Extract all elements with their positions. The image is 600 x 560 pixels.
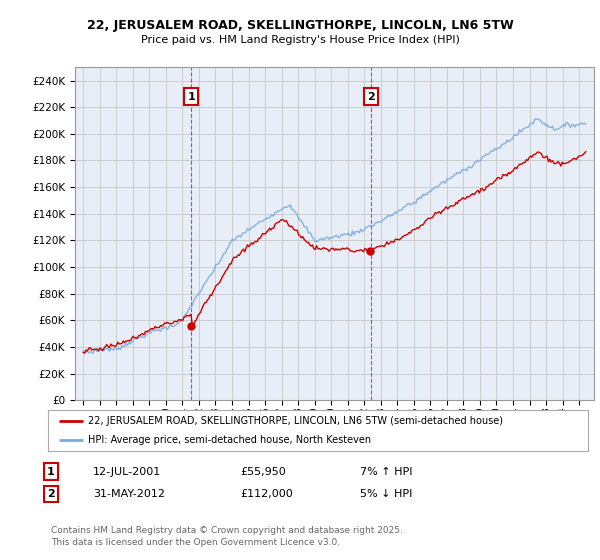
Text: 7% ↑ HPI: 7% ↑ HPI xyxy=(360,466,413,477)
Text: £55,950: £55,950 xyxy=(240,466,286,477)
Text: HPI: Average price, semi-detached house, North Kesteven: HPI: Average price, semi-detached house,… xyxy=(89,435,371,445)
Text: 1: 1 xyxy=(187,91,195,101)
Text: Price paid vs. HM Land Registry's House Price Index (HPI): Price paid vs. HM Land Registry's House … xyxy=(140,35,460,45)
Text: Contains HM Land Registry data © Crown copyright and database right 2025.
This d: Contains HM Land Registry data © Crown c… xyxy=(51,526,403,547)
Text: 2: 2 xyxy=(367,91,375,101)
Text: 31-MAY-2012: 31-MAY-2012 xyxy=(93,489,165,499)
Text: 12-JUL-2001: 12-JUL-2001 xyxy=(93,466,161,477)
Text: 5% ↓ HPI: 5% ↓ HPI xyxy=(360,489,412,499)
Text: 1: 1 xyxy=(47,466,55,477)
Text: 22, JERUSALEM ROAD, SKELLINGTHORPE, LINCOLN, LN6 5TW (semi-detached house): 22, JERUSALEM ROAD, SKELLINGTHORPE, LINC… xyxy=(89,417,503,426)
Text: 22, JERUSALEM ROAD, SKELLINGTHORPE, LINCOLN, LN6 5TW: 22, JERUSALEM ROAD, SKELLINGTHORPE, LINC… xyxy=(86,18,514,32)
Text: £112,000: £112,000 xyxy=(240,489,293,499)
Text: 2: 2 xyxy=(47,489,55,499)
